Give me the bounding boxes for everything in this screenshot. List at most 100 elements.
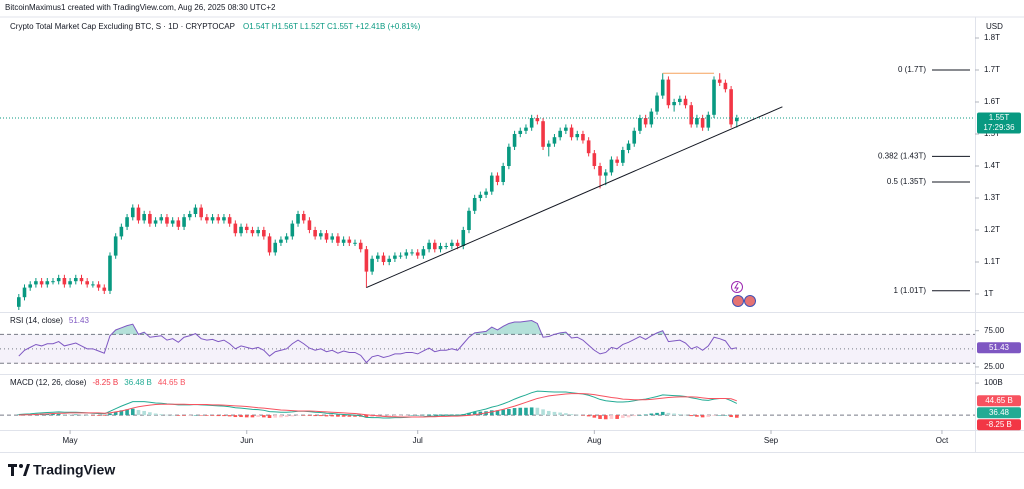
candle-body	[319, 233, 323, 237]
y-tick-label: 1T	[984, 289, 993, 298]
candle-body	[153, 220, 158, 224]
candle-body	[518, 130, 523, 134]
candle-body	[683, 98, 688, 106]
candle-body	[524, 127, 528, 131]
candle-body	[45, 281, 50, 285]
fib-label: 0.382 (1.43T)	[878, 152, 926, 161]
macd-histogram-bar	[410, 415, 414, 416]
macd-histogram-bar	[364, 415, 369, 418]
macd-line	[18, 390, 738, 419]
macd-histogram-bar	[102, 415, 107, 416]
macd-line	[18, 393, 737, 418]
macd-histogram-bar	[495, 410, 500, 416]
macd-histogram-bar	[638, 415, 642, 416]
candle-body	[148, 214, 152, 224]
macd-histogram-bar	[153, 413, 158, 416]
macd-histogram-bar	[387, 415, 392, 417]
candle-body	[130, 207, 135, 218]
macd-histogram-bar	[79, 414, 84, 416]
candle-body	[552, 137, 557, 144]
candle-body	[119, 226, 124, 237]
macd-histogram-bar	[56, 413, 61, 416]
macd-histogram-bar	[518, 407, 523, 416]
candle-body	[364, 249, 369, 272]
macd-histogram-bar	[96, 415, 101, 416]
macd-histogram-bar	[301, 415, 306, 416]
candle-body	[495, 175, 500, 182]
candle-body	[279, 239, 283, 243]
candle-body	[535, 118, 540, 122]
macd-histogram-bar	[330, 415, 335, 417]
candle-body	[267, 236, 272, 253]
y-tick-label: 25.00	[984, 362, 1005, 371]
macd-histogram-bar	[290, 415, 295, 417]
candle-body	[273, 242, 278, 253]
candle-body	[34, 281, 38, 285]
macd-histogram-bar	[68, 414, 72, 416]
y-tick-label: 75.00	[984, 326, 1005, 335]
candle-body	[455, 242, 460, 246]
macd-histogram-bar	[729, 415, 733, 418]
event-icon	[744, 295, 756, 307]
candle-body	[39, 281, 44, 285]
macd-histogram-bar	[142, 410, 146, 416]
candle-body	[193, 207, 198, 214]
candle-body	[678, 98, 682, 102]
macd-histogram-bar	[712, 415, 716, 416]
logo-mark	[8, 464, 17, 476]
macd-histogram-bar	[267, 415, 272, 418]
macd-histogram-bar	[501, 409, 505, 416]
macd-histogram-bar	[415, 415, 420, 416]
candle-body	[358, 242, 363, 250]
candle-body	[125, 217, 129, 227]
candle-body	[142, 214, 146, 221]
macd-histogram-bar	[62, 414, 67, 416]
macd-histogram-bar	[210, 415, 215, 416]
candle-body	[575, 134, 580, 138]
macd-histogram-bar	[108, 413, 112, 416]
candle-body	[56, 278, 61, 282]
macd-histogram-bar	[244, 415, 249, 418]
candle-body	[28, 284, 33, 288]
candle-body	[336, 236, 340, 243]
macd-histogram-bar	[336, 415, 340, 417]
candle-body	[91, 284, 95, 286]
rsi-zone-fill	[111, 320, 665, 335]
macd-histogram-bar	[273, 415, 278, 418]
y-tick-label: 1.5T	[984, 129, 1000, 138]
macd-histogram-bar	[45, 413, 50, 416]
candle-body	[233, 223, 238, 234]
candle-body	[638, 118, 642, 131]
candle-body	[313, 230, 317, 237]
macd-histogram-bar	[421, 414, 426, 416]
logo-mark	[19, 464, 23, 468]
macd-histogram-bar	[512, 408, 517, 416]
macd-histogram-bar	[341, 415, 346, 417]
macd-histogram-bar	[233, 415, 238, 418]
macd-histogram-bar	[324, 415, 329, 417]
macd-histogram-bar	[535, 407, 540, 416]
event-icon	[732, 295, 744, 307]
macd-histogram-bar	[170, 415, 175, 416]
candle-body	[222, 217, 226, 221]
candle-body	[210, 217, 215, 221]
candle-body	[581, 134, 585, 141]
candle-body	[284, 236, 289, 240]
macd-histogram-bar	[700, 415, 705, 418]
macd-histogram-bar	[455, 414, 460, 416]
macd-histogram-bar	[91, 415, 95, 416]
macd-histogram-bar	[564, 413, 568, 416]
macd-histogram-bar	[706, 415, 711, 418]
candle-body	[558, 130, 562, 138]
candle-body	[415, 252, 420, 256]
candle-body	[108, 255, 112, 291]
macd-value-tag-bg	[977, 395, 1021, 407]
macd-histogram-bar	[73, 414, 78, 416]
candle-body	[598, 166, 602, 176]
candle-body	[529, 118, 534, 128]
macd-histogram-bar	[438, 414, 443, 416]
fib-label: 1 (1.01T)	[894, 286, 927, 295]
macd-histogram-bar	[632, 415, 637, 417]
macd-histogram-bar	[176, 415, 181, 416]
